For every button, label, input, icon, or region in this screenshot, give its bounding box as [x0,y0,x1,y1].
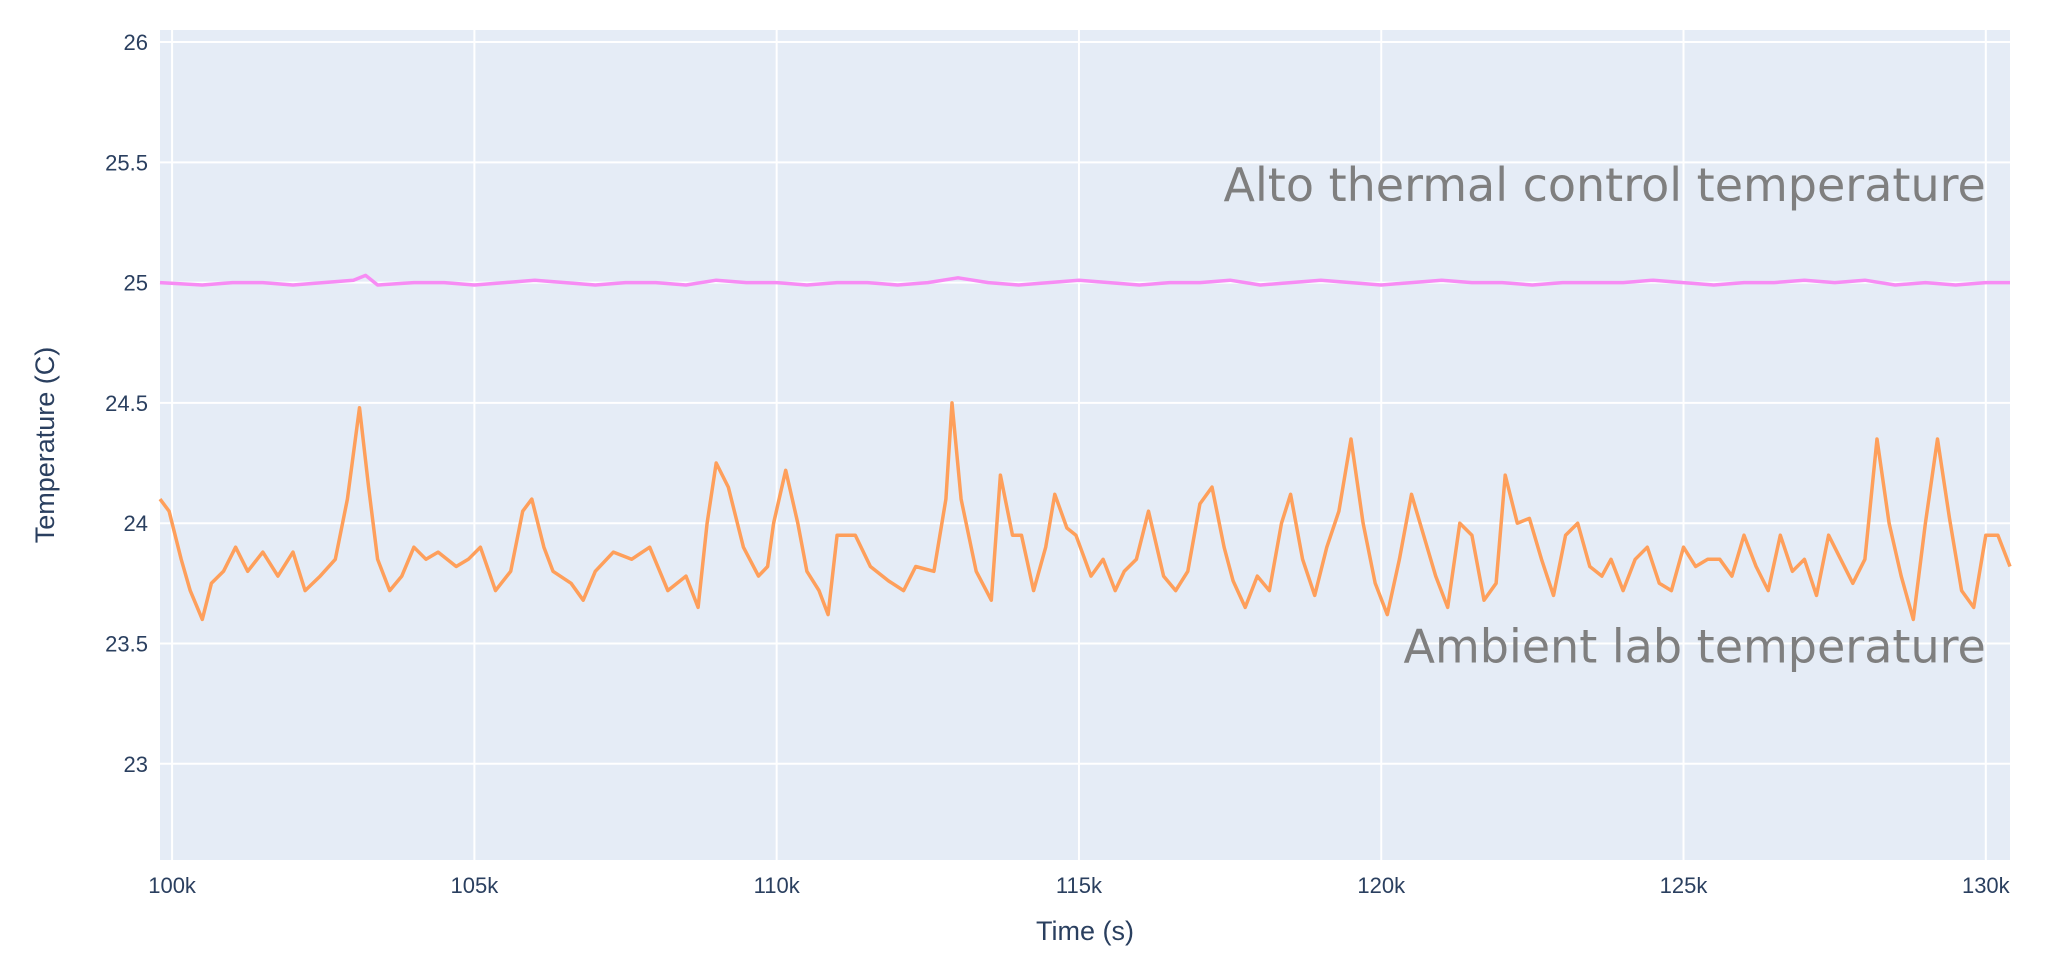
x-tick-labels: 100k 105k 110k 115k 120k 125k 130k [148,873,2010,898]
y-tick-labels: 23 23.5 24 24.5 25 25.5 26 [105,30,148,777]
x-axis-title: Time (s) [1036,916,1134,946]
y-tick-label: 24.5 [105,391,148,416]
x-tick-label: 120k [1357,873,1406,898]
grid [160,30,2010,860]
y-tick-label: 25 [124,271,148,296]
y-tick-label: 24 [124,511,148,536]
y-axis-title: Temperature (C) [30,347,60,544]
y-tick-label: 26 [124,30,148,55]
x-tick-label: 110k [754,873,801,898]
y-tick-label: 25.5 [105,150,148,175]
y-tick-label: 23.5 [105,631,148,656]
series-line-1 [158,401,2012,622]
x-tick-label: 130k [1962,873,2011,898]
annotations: Alto thermal control temperature Ambient … [1224,158,1986,674]
y-tick-label: 23 [124,752,148,777]
x-tick-label: 105k [451,873,500,898]
annotation-label: Ambient lab temperature [1404,620,1986,674]
x-tick-label: 125k [1660,873,1709,898]
series-lines [158,273,2012,622]
series-line-0 [159,273,2010,287]
plot-background [160,30,2010,860]
x-tick-label: 100k [148,873,197,898]
annotation-label: Alto thermal control temperature [1224,158,1986,212]
x-tick-label: 115k [1056,873,1103,898]
